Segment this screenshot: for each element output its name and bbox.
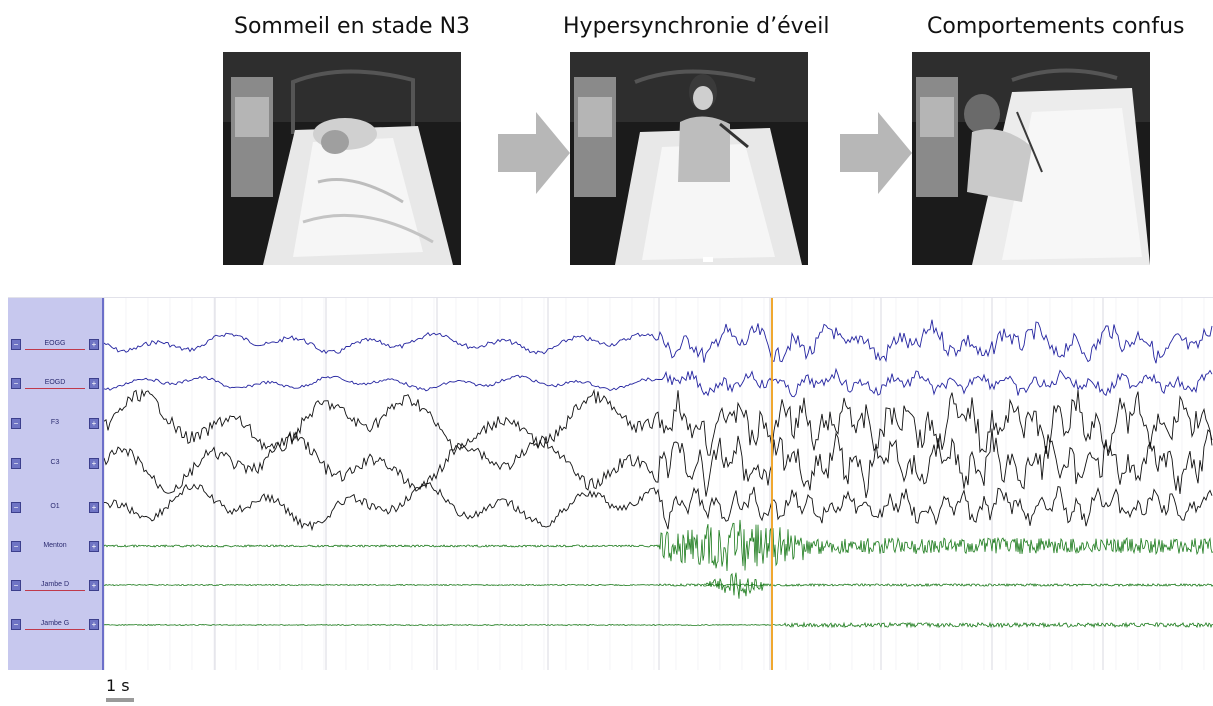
stage-caption-confusion: Comportements confus (927, 14, 1185, 39)
collapse-icon[interactable]: − (11, 580, 21, 591)
channel-label: EOGG (25, 338, 85, 350)
expand-icon[interactable]: + (89, 541, 99, 552)
eeg-trace-eogg (104, 319, 1213, 364)
channel-label: F3 (50, 419, 60, 426)
time-scale-label: 1 s (106, 676, 130, 695)
collapse-icon[interactable]: − (11, 458, 21, 469)
channel-c3[interactable]: − C3 + (11, 456, 99, 470)
expand-icon[interactable]: + (89, 378, 99, 389)
expand-icon[interactable]: + (89, 619, 99, 630)
stage-caption-n3: Sommeil en stade N3 (234, 14, 471, 39)
collapse-icon[interactable]: − (11, 418, 21, 429)
eeg-trace-c3 (104, 428, 1213, 499)
channel-panel: − EOGG + − EOGD + − F3 + − C3 + − O1 + −… (8, 298, 104, 670)
channel-label: EOGD (25, 377, 85, 389)
channel-label: Jambe D (25, 579, 85, 591)
channel-label: Jambe G (25, 618, 85, 630)
expand-icon[interactable]: + (89, 418, 99, 429)
eeg-trace-o1 (104, 482, 1213, 532)
arrow-right-icon (840, 112, 912, 194)
stage-caption-hypersynchrony: Hypersynchronie d’éveil (563, 14, 830, 39)
emg-trace-jambe-d (104, 582, 1213, 588)
channel-menton[interactable]: − Menton + (11, 539, 99, 553)
time-scale: 1 s (106, 676, 134, 702)
channel-eogd[interactable]: − EOGD + (11, 376, 99, 390)
channel-jambe-d[interactable]: − Jambe D + (11, 578, 99, 592)
eeg-trace-eogd (104, 367, 1213, 398)
expand-icon[interactable]: + (89, 339, 99, 350)
collapse-icon[interactable]: − (11, 619, 21, 630)
emg-trace-jambe-g (104, 621, 1213, 629)
collapse-icon[interactable]: − (11, 502, 21, 513)
emg-burst (704, 572, 765, 599)
channel-f3[interactable]: − F3 + (11, 416, 99, 430)
emg-trace-menton (104, 519, 1213, 572)
photo-confusion (912, 52, 1150, 265)
expand-icon[interactable]: + (89, 580, 99, 591)
photo-hypersynchrony (570, 52, 808, 265)
collapse-icon[interactable]: − (11, 339, 21, 350)
eeg-recording: − EOGG + − EOGD + − F3 + − C3 + − O1 + −… (8, 297, 1213, 670)
expand-icon[interactable]: + (89, 458, 99, 469)
channel-label: O1 (50, 503, 60, 510)
collapse-icon[interactable]: − (11, 378, 21, 389)
channel-label: C3 (50, 459, 60, 466)
time-scale-bar (106, 698, 134, 702)
channel-eogg[interactable]: − EOGG + (11, 337, 99, 351)
expand-icon[interactable]: + (89, 502, 99, 513)
photo-sleeping (223, 52, 461, 265)
eeg-traces (104, 298, 1213, 670)
channel-jambe-g[interactable]: − Jambe G + (11, 617, 99, 631)
collapse-icon[interactable]: − (11, 541, 21, 552)
arrow-right-icon (498, 112, 570, 194)
channel-o1[interactable]: − O1 + (11, 500, 99, 514)
channel-label: Menton (43, 542, 67, 549)
